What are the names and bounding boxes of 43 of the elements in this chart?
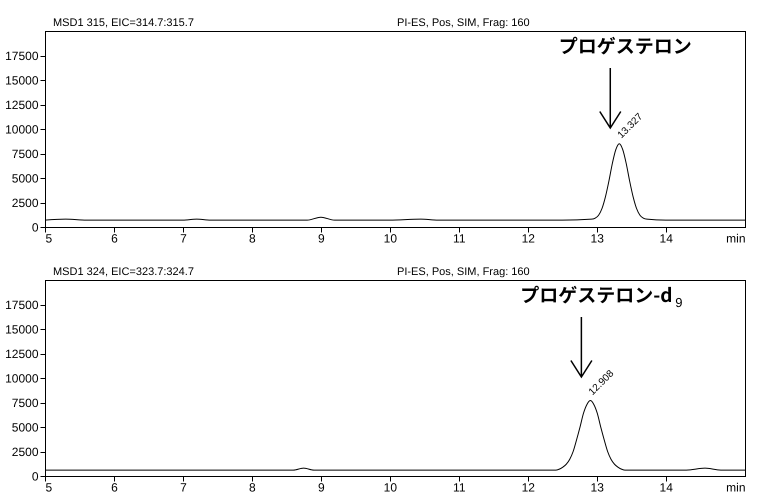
x-tick-label: 8 <box>249 480 256 494</box>
chart-title: MSD1 315, EIC=314.7:315.7 <box>53 17 194 29</box>
text: PI-ES, Pos, SIM, Frag: 160 <box>397 17 530 29</box>
x-tick-label: 7 <box>180 232 188 246</box>
y-tick-label: 10000 <box>5 122 39 136</box>
y-tick-label: 10000 <box>5 372 39 386</box>
x-tick-label: 6 <box>111 232 118 246</box>
x-tick-label: 5 <box>46 232 52 246</box>
y-tick-label: 5000 <box>12 420 39 434</box>
x-axis-title: min <box>726 480 746 494</box>
y-tick-label: 5000 <box>12 172 39 186</box>
x-tick-label: 12 <box>522 232 536 246</box>
y-tick-label: 7500 <box>12 396 39 410</box>
x-axis-title: min <box>726 232 746 246</box>
x-tick-label: 11 <box>453 232 466 246</box>
x-tick-label: 13 <box>590 480 604 494</box>
x-tick-label: 10 <box>384 480 398 494</box>
text: PI-ES, Pos, SIM, Frag: 160 <box>397 266 530 278</box>
x-tick-label: 10 <box>384 232 398 246</box>
x-tick-label: 5 <box>46 480 52 494</box>
x-tick-label: 9 <box>318 480 326 494</box>
y-tick-label: 0 <box>32 470 39 484</box>
y-tick-label: 12500 <box>5 98 39 112</box>
y-tick-label: 2500 <box>12 445 39 459</box>
y-tick-label: 2500 <box>12 196 39 210</box>
y-tick-label: 0 <box>32 220 39 234</box>
x-tick-label: 14 <box>660 480 674 494</box>
y-tick-label: 12500 <box>5 347 39 361</box>
x-tick-label: 14 <box>660 232 674 246</box>
chart-title: MSD1 324, EIC=323.7:324.7 <box>53 266 194 278</box>
y-tick-label: 15000 <box>5 322 39 336</box>
x-tick-label: 9 <box>318 232 326 246</box>
y-tick-label: 7500 <box>12 147 39 161</box>
annotation: プロゲステロン <box>558 32 692 59</box>
y-tick-label: 15000 <box>5 74 39 88</box>
x-tick-label: 12 <box>522 480 536 494</box>
y-tick-label: 17500 <box>5 49 39 63</box>
x-tick-label: 8 <box>249 232 256 246</box>
x-tick-label: 11 <box>453 480 466 494</box>
y-tick-label: 17500 <box>5 298 39 312</box>
x-tick-label: 13 <box>590 232 604 246</box>
x-tick-label: 6 <box>111 480 118 494</box>
x-tick-label: 7 <box>180 480 188 494</box>
